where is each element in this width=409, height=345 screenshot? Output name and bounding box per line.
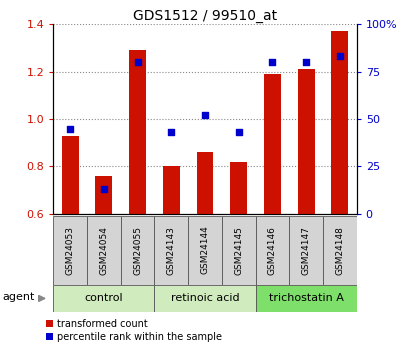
Point xyxy=(302,59,309,65)
Point xyxy=(67,126,73,131)
Text: GSM24053: GSM24053 xyxy=(65,226,74,275)
Bar xyxy=(87,216,120,285)
Text: retinoic acid: retinoic acid xyxy=(170,294,239,303)
Text: GSM24145: GSM24145 xyxy=(234,226,243,275)
Bar xyxy=(129,50,146,214)
Bar xyxy=(322,216,356,285)
Bar xyxy=(221,216,255,285)
Bar xyxy=(196,152,213,214)
Bar xyxy=(188,216,221,285)
Bar xyxy=(289,216,322,285)
Point xyxy=(201,112,208,118)
Bar xyxy=(154,285,255,312)
Point xyxy=(100,186,107,192)
Text: GSM24144: GSM24144 xyxy=(200,226,209,275)
Point xyxy=(336,53,342,59)
Text: trichostatin A: trichostatin A xyxy=(268,294,343,303)
Bar xyxy=(162,167,179,214)
Bar xyxy=(62,136,79,214)
Bar xyxy=(53,285,154,312)
Bar xyxy=(120,216,154,285)
Bar xyxy=(255,285,356,312)
Bar xyxy=(154,216,188,285)
Text: agent: agent xyxy=(3,292,35,302)
Bar xyxy=(230,162,247,214)
Text: GSM24147: GSM24147 xyxy=(301,226,310,275)
Text: GSM24146: GSM24146 xyxy=(267,226,276,275)
Bar xyxy=(53,216,87,285)
Bar xyxy=(255,216,289,285)
Point xyxy=(168,129,174,135)
Bar xyxy=(95,176,112,214)
Legend: transformed count, percentile rank within the sample: transformed count, percentile rank withi… xyxy=(46,319,221,342)
Text: GSM24148: GSM24148 xyxy=(335,226,344,275)
Text: GSM24055: GSM24055 xyxy=(133,226,142,275)
Text: GSM24054: GSM24054 xyxy=(99,226,108,275)
Text: control: control xyxy=(84,294,123,303)
Point xyxy=(268,59,275,65)
Bar xyxy=(330,31,347,214)
Point xyxy=(134,59,141,65)
Bar xyxy=(263,74,280,214)
Point xyxy=(235,129,241,135)
Title: GDS1512 / 99510_at: GDS1512 / 99510_at xyxy=(133,9,276,23)
Bar xyxy=(297,69,314,214)
Text: GSM24143: GSM24143 xyxy=(166,226,175,275)
